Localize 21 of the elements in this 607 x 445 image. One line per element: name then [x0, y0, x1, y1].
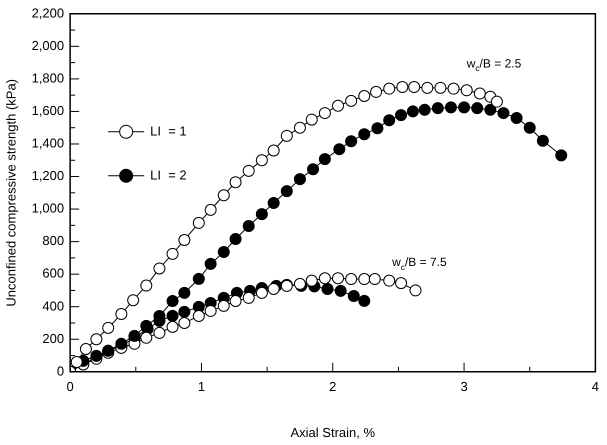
- y-tick-label: 400: [42, 298, 64, 314]
- y-tick-label: 800: [42, 233, 64, 248]
- y-tick-label: 0: [56, 363, 64, 378]
- y-tick-label: 2,200: [32, 5, 64, 20]
- y-tick-label: 1,600: [32, 103, 64, 118]
- x-tick-label: 3: [460, 379, 468, 394]
- x-tick-label: 2: [329, 379, 336, 394]
- y-tick-label: 600: [42, 266, 64, 281]
- y-tick-label: 2,000: [32, 38, 64, 53]
- y-tick-label: 1,800: [32, 70, 64, 86]
- y-tick-label: 1,400: [32, 136, 64, 151]
- x-axis-title: Axial Strain, %: [290, 424, 376, 440]
- legend-label: LI = 1: [150, 123, 187, 138]
- legend-label: LI = 2: [150, 167, 187, 182]
- y-tick-label: 200: [42, 330, 64, 346]
- x-tick-label: 4: [592, 379, 599, 394]
- x-tick-label: 0: [66, 379, 74, 394]
- y-tick-label: 1,000: [32, 200, 64, 216]
- y-axis-title: Unconfined compressive strength (kPa): [3, 78, 18, 307]
- y-tick-label: 1,200: [32, 168, 64, 184]
- x-tick-label: 1: [198, 379, 206, 394]
